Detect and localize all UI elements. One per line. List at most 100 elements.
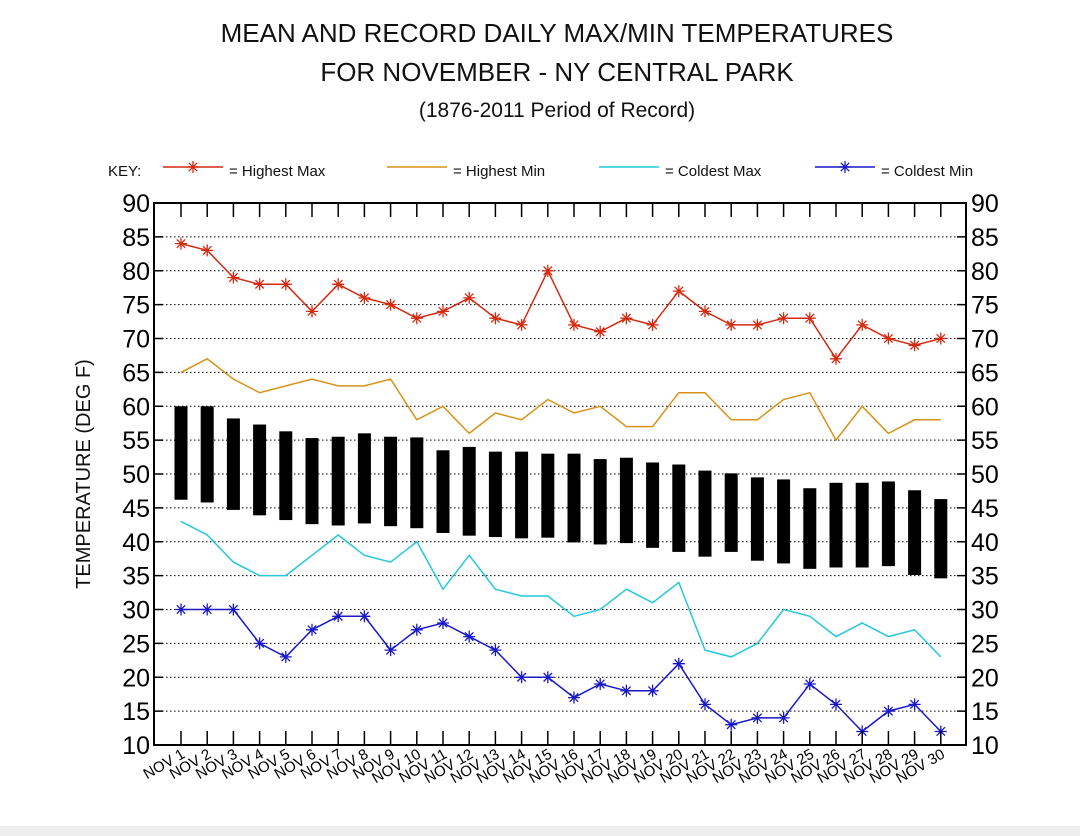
series-coldest-min bbox=[175, 603, 947, 738]
ytick-label-left-35: 35 bbox=[122, 563, 150, 591]
ytick-label-right-50: 50 bbox=[971, 461, 999, 489]
data-point-coldest-min-4 bbox=[253, 637, 266, 650]
data-point-coldest-min-2 bbox=[201, 603, 214, 616]
ytick-label-right-45: 45 bbox=[971, 495, 999, 523]
ytick-label-right-10: 10 bbox=[971, 732, 999, 760]
ytick-label-right-15: 15 bbox=[971, 698, 999, 726]
ytick-label-left-50: 50 bbox=[122, 461, 150, 489]
legend-item-4 bbox=[815, 161, 875, 173]
data-point-highest-max-30 bbox=[934, 332, 947, 345]
ytick-label-left-20: 20 bbox=[122, 664, 150, 692]
normal-range-bar-21 bbox=[698, 470, 712, 557]
legend-key-label: KEY: bbox=[108, 163, 141, 180]
ytick-label-left-15: 15 bbox=[122, 698, 150, 726]
ytick-label-right-20: 20 bbox=[971, 664, 999, 692]
ytick-label-right-85: 85 bbox=[971, 224, 999, 252]
bottom-strip bbox=[0, 826, 1080, 836]
data-point-coldest-min-19 bbox=[646, 684, 659, 697]
data-point-highest-max-3 bbox=[227, 271, 240, 284]
legend-marker-4 bbox=[839, 161, 851, 173]
series-line-2 bbox=[180, 357, 941, 442]
normal-range-bar-7 bbox=[331, 436, 345, 526]
data-point-highest-max-8 bbox=[358, 291, 371, 304]
data-point-highest-max-23 bbox=[751, 318, 764, 331]
data-point-coldest-min-11 bbox=[437, 617, 449, 629]
ytick-label-left-90: 90 bbox=[122, 190, 150, 218]
chart-subtitle: (1876-2011 Period of Record) bbox=[418, 99, 696, 122]
data-point-highest-max-11 bbox=[437, 305, 449, 318]
ytick-label-left-60: 60 bbox=[122, 393, 150, 421]
normal-range-bar-4 bbox=[253, 424, 267, 516]
data-point-coldest-min-9 bbox=[384, 644, 397, 657]
data-point-coldest-min-17 bbox=[594, 678, 607, 690]
normal-range-bar-6 bbox=[305, 438, 319, 525]
data-point-coldest-min-22 bbox=[725, 718, 738, 731]
ytick-label-right-25: 25 bbox=[971, 630, 999, 658]
legend-label-2: = Highest Min bbox=[453, 163, 545, 180]
legend-label-3: = Coldest Max bbox=[665, 163, 762, 180]
data-point-coldest-min-14 bbox=[515, 671, 528, 684]
ytick-label-right-90: 90 bbox=[971, 190, 999, 218]
data-point-highest-max-20 bbox=[672, 285, 685, 298]
normal-range-bar-23 bbox=[750, 477, 764, 561]
ytick-label-right-40: 40 bbox=[971, 529, 999, 557]
normal-range-bar-2 bbox=[200, 406, 214, 503]
y-axis-title: TEMPERATURE (DEG F) bbox=[73, 359, 95, 589]
normal-range-bar-30 bbox=[934, 499, 948, 579]
normal-range-bar-29 bbox=[908, 490, 922, 575]
data-point-coldest-min-3 bbox=[227, 603, 240, 616]
normal-range-bar-1 bbox=[174, 406, 188, 500]
ytick-label-left-80: 80 bbox=[122, 258, 150, 286]
data-point-highest-max-6 bbox=[306, 305, 318, 318]
data-point-highest-max-24 bbox=[777, 312, 790, 325]
data-point-coldest-min-18 bbox=[620, 684, 633, 697]
ytick-label-left-65: 65 bbox=[122, 359, 150, 387]
data-point-coldest-min-28 bbox=[882, 705, 895, 718]
legend-label-4: = Coldest Min bbox=[881, 163, 973, 180]
normal-range-bar-28 bbox=[881, 481, 895, 567]
normal-range-bar-12 bbox=[462, 446, 476, 536]
chart-title: MEAN AND RECORD DAILY MAX/MIN TEMPERATUR… bbox=[220, 18, 894, 48]
ytick-label-left-75: 75 bbox=[122, 292, 150, 320]
ytick-label-left-10: 10 bbox=[122, 732, 150, 760]
data-point-highest-max-7 bbox=[332, 278, 345, 291]
data-point-highest-max-4 bbox=[253, 278, 266, 291]
normal-range-bar-22 bbox=[724, 473, 738, 552]
data-point-highest-max-25 bbox=[803, 312, 816, 325]
data-point-coldest-min-8 bbox=[358, 610, 371, 623]
normal-range-bar-27 bbox=[855, 482, 869, 568]
normal-range-bar-8 bbox=[357, 433, 371, 524]
series-line-4 bbox=[181, 608, 942, 733]
normal-range-bar-10 bbox=[410, 437, 424, 529]
data-point-coldest-min-25 bbox=[803, 678, 816, 690]
data-point-coldest-min-10 bbox=[410, 623, 423, 636]
normal-range-bar-5 bbox=[279, 431, 293, 521]
ytick-label-left-70: 70 bbox=[122, 326, 150, 354]
data-point-coldest-min-20 bbox=[672, 657, 685, 670]
normal-range-bar-20 bbox=[672, 464, 686, 552]
data-point-coldest-min-16 bbox=[568, 691, 580, 704]
data-point-highest-max-14 bbox=[515, 318, 528, 331]
normal-range-bar-14 bbox=[515, 451, 529, 539]
ytick-label-left-45: 45 bbox=[122, 495, 150, 523]
data-point-highest-max-17 bbox=[594, 325, 607, 338]
normal-range-bar-11 bbox=[436, 450, 450, 533]
chart-title-line2: FOR NOVEMBER - NY CENTRAL PARK bbox=[320, 57, 794, 87]
data-point-highest-max-27 bbox=[856, 318, 869, 331]
ytick-label-right-75: 75 bbox=[971, 292, 999, 320]
data-point-highest-max-19 bbox=[646, 318, 659, 331]
data-point-coldest-min-13 bbox=[489, 644, 502, 657]
series-highest-min bbox=[180, 357, 941, 442]
ytick-label-right-55: 55 bbox=[971, 427, 999, 455]
series-line-1 bbox=[180, 242, 941, 361]
data-point-highest-max-13 bbox=[489, 312, 502, 325]
ytick-label-left-25: 25 bbox=[122, 630, 150, 658]
data-point-highest-max-28 bbox=[882, 332, 895, 345]
data-point-highest-max-16 bbox=[568, 318, 580, 331]
data-point-coldest-min-7 bbox=[332, 610, 345, 623]
legend-label-1: = Highest Max bbox=[229, 163, 326, 180]
ytick-label-left-30: 30 bbox=[122, 597, 150, 625]
ytick-label-left-85: 85 bbox=[122, 224, 150, 252]
data-point-coldest-min-6 bbox=[306, 623, 318, 636]
